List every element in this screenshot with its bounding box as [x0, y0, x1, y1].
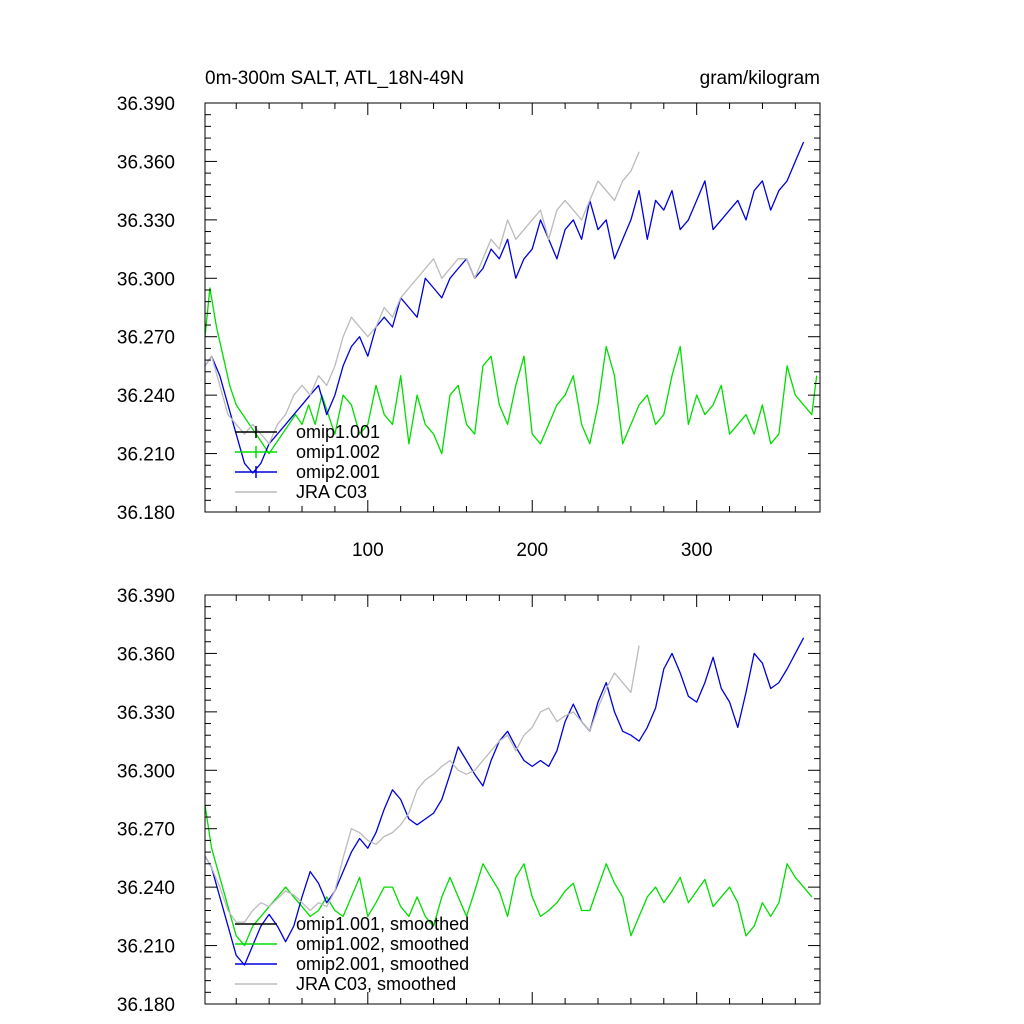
y-tick-label: 36.240 — [117, 878, 175, 899]
y-tick-label: 36.360 — [117, 644, 175, 665]
series-line-omip1-002 — [204, 287, 818, 455]
y-tick-label: 36.180 — [117, 995, 175, 1016]
units-label: gram/kilogram — [700, 68, 820, 89]
series-line-omip1-002-smoothed — [204, 805, 813, 947]
y-tick-label: 36.300 — [117, 269, 175, 290]
bottom-panel: 36.180 36.210 36.240 36.270 36.300 36.330 36.3… — [117, 586, 821, 1016]
y-tick-label: 36.330 — [117, 211, 175, 232]
legend-label: omip2.001, smoothed — [296, 954, 469, 974]
legend-label: JRA C03 — [296, 482, 367, 502]
y-tick-label: 36.360 — [117, 152, 175, 173]
legend-label: omip1.001 — [296, 422, 380, 442]
x-tick-label: 200 — [516, 540, 548, 561]
x-tick-label: 100 — [352, 540, 384, 561]
y-tick-label: 36.180 — [117, 503, 175, 524]
y-tick-label: 36.270 — [117, 820, 175, 841]
plot-frame — [204, 594, 821, 1005]
y-tick-label: 36.210 — [117, 445, 175, 466]
y-tick-label: 36.300 — [117, 761, 175, 782]
top-panel: 36.180 36.210 36.240 36.270 36.300 36.330 36.3… — [117, 68, 821, 561]
series-line-omip2-001-smoothed — [204, 637, 805, 966]
x-tick-label: 300 — [681, 540, 713, 561]
legend-label: omip1.002, smoothed — [296, 934, 469, 954]
y-tick-label: 36.390 — [117, 94, 175, 115]
legend-label: omip1.001, smoothed — [296, 914, 469, 934]
legend-label: omip2.001 — [296, 462, 380, 482]
series-line-jra-c03 — [204, 151, 640, 445]
y-tick-label: 36.240 — [117, 386, 175, 407]
series-line-omip2-001 — [204, 141, 805, 474]
legend-label: JRA C03, smoothed — [296, 974, 456, 994]
legend-label: omip1.002 — [296, 442, 380, 462]
series-line-jra-c03-smoothed — [204, 645, 640, 923]
y-tick-label: 36.210 — [117, 937, 175, 958]
y-tick-label: 36.390 — [117, 586, 175, 607]
y-tick-label: 36.270 — [117, 328, 175, 349]
chart-title: 0m-300m SALT, ATL_18N-49N — [205, 68, 464, 89]
y-tick-label: 36.330 — [117, 703, 175, 724]
plot-frame — [204, 102, 821, 513]
